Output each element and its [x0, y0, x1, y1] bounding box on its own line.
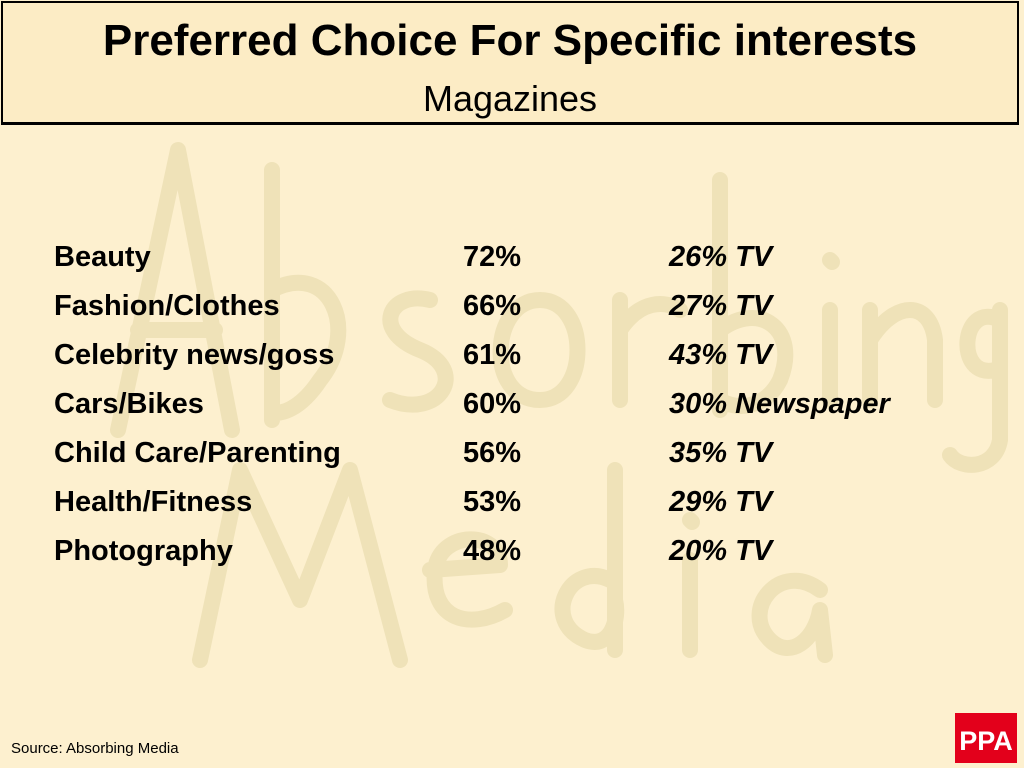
magazines-percent: 60% — [463, 388, 522, 420]
page-title: Preferred Choice For Specific interests — [102, 16, 918, 65]
table-row: Celebrity news/goss 61% 43% TV — [54, 334, 974, 383]
source-note: Source: Absorbing Media — [11, 740, 179, 757]
magazines-percent: 61% — [463, 339, 522, 371]
table-row: Fashion/Clothes 66% 27% TV — [54, 285, 974, 334]
interest-table: Beauty 72% 26% TV Fashion/Clothes 66% 27… — [54, 236, 974, 579]
alternative-medium: 26% TV — [669, 241, 773, 273]
table-row: Cars/Bikes 60% 30% Newspaper — [54, 383, 974, 432]
magazines-percent: 66% — [463, 290, 522, 322]
ppa-logo: PPA — [955, 713, 1017, 763]
alternative-medium: 27% TV — [669, 290, 773, 322]
interest-label: Child Care/Parenting — [54, 437, 341, 469]
alternative-medium: 35% TV — [669, 437, 773, 469]
alternative-medium: 20% TV — [669, 535, 773, 567]
table-row: Health/Fitness 53% 29% TV — [54, 481, 974, 530]
interest-label: Celebrity news/goss — [54, 339, 335, 371]
interest-label: Fashion/Clothes — [54, 290, 280, 322]
interest-label: Beauty — [54, 241, 151, 273]
ppa-logo-text: PPA — [959, 726, 1013, 756]
interest-label: Photography — [54, 535, 233, 567]
interest-label: Health/Fitness — [54, 486, 253, 518]
magazines-percent: 56% — [463, 437, 522, 469]
table-row: Beauty 72% 26% TV — [54, 236, 974, 285]
magazines-percent: 48% — [463, 535, 522, 567]
table-row: Child Care/Parenting 56% 35% TV — [54, 432, 974, 481]
page-subtitle: Magazines — [422, 78, 598, 119]
interest-label: Cars/Bikes — [54, 388, 204, 420]
magazines-percent: 72% — [463, 241, 522, 273]
alternative-medium: 30% Newspaper — [669, 388, 890, 420]
magazines-percent: 53% — [463, 486, 522, 518]
title-box: Preferred Choice For Specific interests … — [1, 1, 1019, 125]
table-row: Photography 48% 20% TV — [54, 530, 974, 579]
alternative-medium: 43% TV — [669, 339, 773, 371]
alternative-medium: 29% TV — [669, 486, 773, 518]
